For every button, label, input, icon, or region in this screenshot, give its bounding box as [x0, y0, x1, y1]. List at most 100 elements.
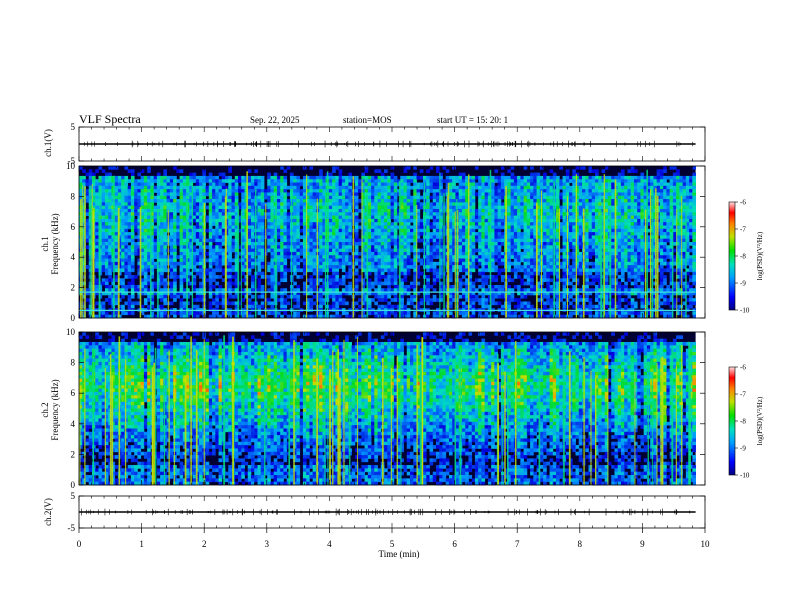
spectrogram-cell: [228, 175, 232, 180]
spectrogram-cell: [309, 182, 314, 187]
spectrogram-cell: [221, 215, 226, 220]
spectrogram-cell: [494, 251, 499, 256]
spectrogram-cell: [491, 278, 495, 283]
spectrogram-cell: [312, 235, 317, 240]
spectrogram-cell: [322, 205, 327, 210]
spectrogram-cell: [173, 311, 177, 316]
spectrogram-cell: [221, 298, 226, 302]
spectrogram-cell: [111, 166, 116, 170]
spectrogram-cell: [406, 212, 411, 216]
spectrogram-cell: [221, 195, 226, 200]
spectrogram-cell: [364, 281, 369, 286]
spectrogram-cell: [481, 202, 486, 207]
spectrogram-cell: [461, 208, 466, 213]
spectrogram-cell: [465, 218, 469, 223]
spectrogram-cell: [419, 175, 424, 180]
spectrogram-cell: [302, 265, 307, 269]
spectrogram-cell: [244, 245, 249, 249]
spectrogram-cell: [199, 261, 203, 266]
spectrogram-cell: [166, 202, 171, 207]
spectrogram-cell: [322, 242, 327, 246]
spectrogram-cell: [231, 311, 236, 316]
spectrogram-cell: [189, 265, 193, 269]
spectrogram-cell: [124, 199, 129, 203]
spectrogram-cell: [150, 212, 155, 216]
spectrogram-cell: [432, 205, 437, 210]
spectrogram-cell: [121, 182, 125, 187]
spectrogram-cell: [179, 288, 184, 292]
spectrogram-cell: [225, 288, 229, 292]
spectrogram-cell: [458, 235, 463, 240]
spectrogram-cell: [306, 245, 310, 249]
spectrogram-cell: [85, 291, 90, 296]
spectrogram-cell: [364, 294, 369, 299]
date-label: Sep. 22, 2025: [250, 115, 300, 125]
spectrogram-cell: [221, 258, 226, 263]
spectrogram-cell: [384, 192, 388, 197]
spectrogram-cell: [166, 205, 171, 210]
spectrogram-cell: [127, 202, 132, 207]
spectrogram-cell: [403, 245, 408, 249]
spectrogram-cell: [465, 278, 469, 283]
spectrogram-cell: [143, 301, 148, 306]
spectrogram-cell: [124, 291, 129, 296]
spectrogram-cell: [293, 235, 297, 240]
spectrogram-cell: [228, 166, 232, 170]
spectrogram-cell: [221, 175, 226, 180]
spectrogram-cell: [354, 179, 359, 183]
spectrogram-cell: [364, 291, 369, 296]
spectrogram-cell: [419, 258, 424, 263]
spectrogram-cell: [471, 205, 476, 210]
spectrogram-cell: [380, 291, 385, 296]
spectrogram-cell: [147, 235, 151, 240]
spectrogram-cell: [176, 169, 181, 173]
spectrogram-cell: [435, 225, 440, 230]
spectrogram-cell: [143, 248, 148, 253]
spectrogram-cell: [461, 202, 466, 207]
spectrogram-cell: [127, 271, 132, 276]
spectrogram-cell: [390, 212, 395, 216]
spectrogram-cell: [377, 278, 382, 283]
spectrogram-cell: [400, 291, 404, 296]
spectrogram-cell: [95, 301, 99, 306]
spectrogram-cell: [345, 314, 349, 319]
spectrogram-cell: [98, 166, 103, 170]
spectrogram-cell: [302, 261, 307, 266]
spectrogram-cell: [176, 185, 181, 190]
spectrogram-cell: [192, 311, 197, 316]
spectrogram-cell: [315, 182, 320, 187]
spectrogram-cell: [393, 291, 398, 296]
spectrogram-cell: [117, 199, 122, 203]
spectrogram-cell: [234, 208, 239, 213]
spectrogram-cell: [390, 208, 395, 213]
spectrogram-cell: [377, 242, 382, 246]
spectrogram-cell: [481, 271, 486, 276]
spectrogram-cell: [481, 275, 486, 279]
spectrogram-cell: [361, 232, 365, 236]
spectrogram-cell: [182, 189, 187, 193]
spectrogram-cell: [127, 212, 132, 216]
spectrogram-cell: [439, 192, 443, 197]
spectrogram-cell: [176, 235, 181, 240]
spectrogram-cell: [127, 235, 132, 240]
spectrogram-cell: [225, 235, 229, 240]
spectrogram-cell: [406, 189, 411, 193]
spectrogram-cell: [244, 238, 249, 243]
spectrogram-cell: [85, 172, 90, 177]
spectrogram-cell: [199, 215, 203, 220]
spectrogram-cell: [82, 215, 86, 220]
spectrogram-cell: [458, 218, 463, 223]
spectrogram-cell: [280, 245, 284, 249]
spectrogram-cell: [114, 205, 119, 210]
spectrogram-cell: [150, 268, 155, 273]
spectrogram-cell: [380, 258, 385, 263]
spectrogram-cell: [137, 189, 142, 193]
spectrogram-cell: [283, 199, 288, 203]
spectrogram-cell: [293, 212, 297, 216]
spectrogram-cell: [228, 199, 232, 203]
spectrogram-cell: [91, 172, 96, 177]
spectrogram-cell: [371, 245, 375, 249]
spectrogram-cell: [95, 251, 99, 256]
spectrogram-cell: [137, 235, 142, 240]
spectrogram-cell: [296, 245, 301, 249]
